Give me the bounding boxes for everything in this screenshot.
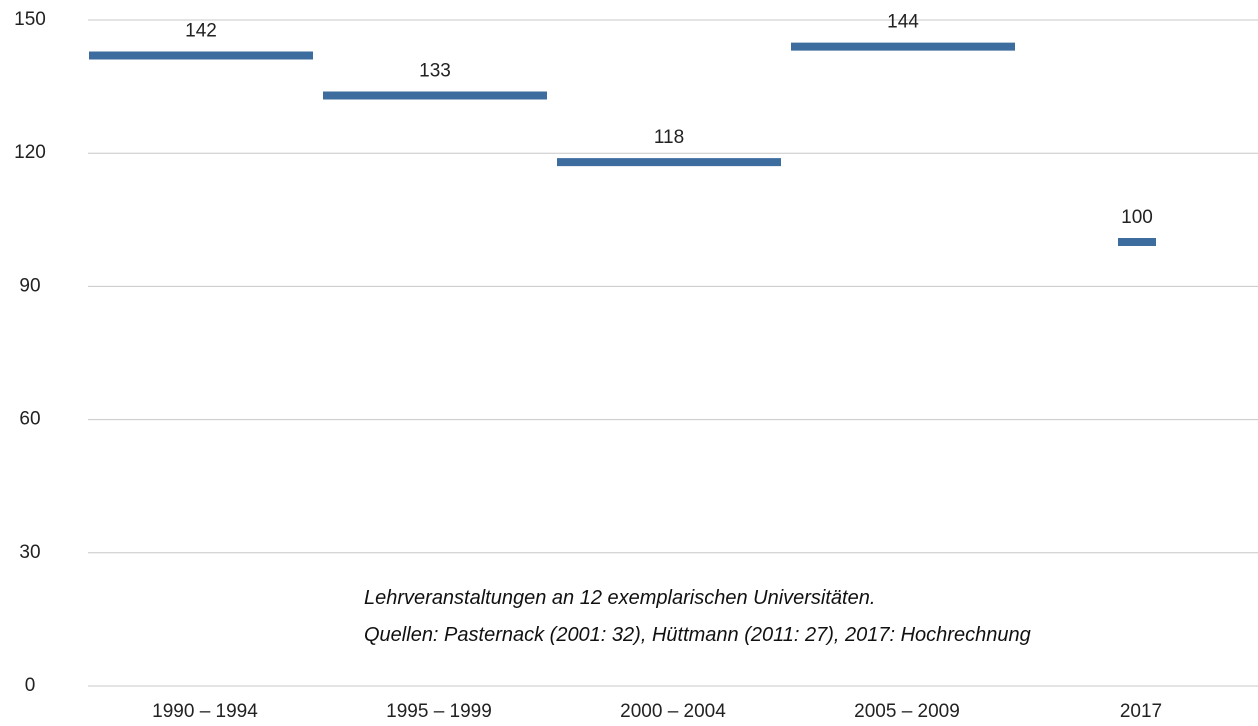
value-label: 144 [887, 12, 919, 33]
annotation: Lehrveranstaltungen an 12 exemplarischen… [364, 587, 875, 609]
x-tick-label: 2005 – 2009 [854, 701, 960, 722]
y-tick-label: 30 [19, 542, 40, 563]
annotation: Quellen: Pasternack (2001: 32), Hüttmann… [364, 624, 1031, 646]
y-tick-label: 150 [14, 9, 46, 30]
x-tick-label: 2017 [1120, 701, 1162, 722]
x-tick-label: 1990 – 1994 [152, 701, 258, 722]
y-tick-label: 0 [25, 675, 36, 696]
y-tick-label: 60 [19, 409, 40, 430]
y-tick-label: 90 [19, 275, 40, 296]
x-tick-label: 1995 – 1999 [386, 701, 492, 722]
x-tick-label: 2000 – 2004 [620, 701, 726, 722]
value-label: 118 [654, 127, 684, 148]
value-label: 133 [419, 60, 451, 81]
y-tick-label: 120 [14, 142, 46, 163]
value-label: 142 [185, 21, 217, 42]
value-label: 100 [1121, 207, 1153, 228]
